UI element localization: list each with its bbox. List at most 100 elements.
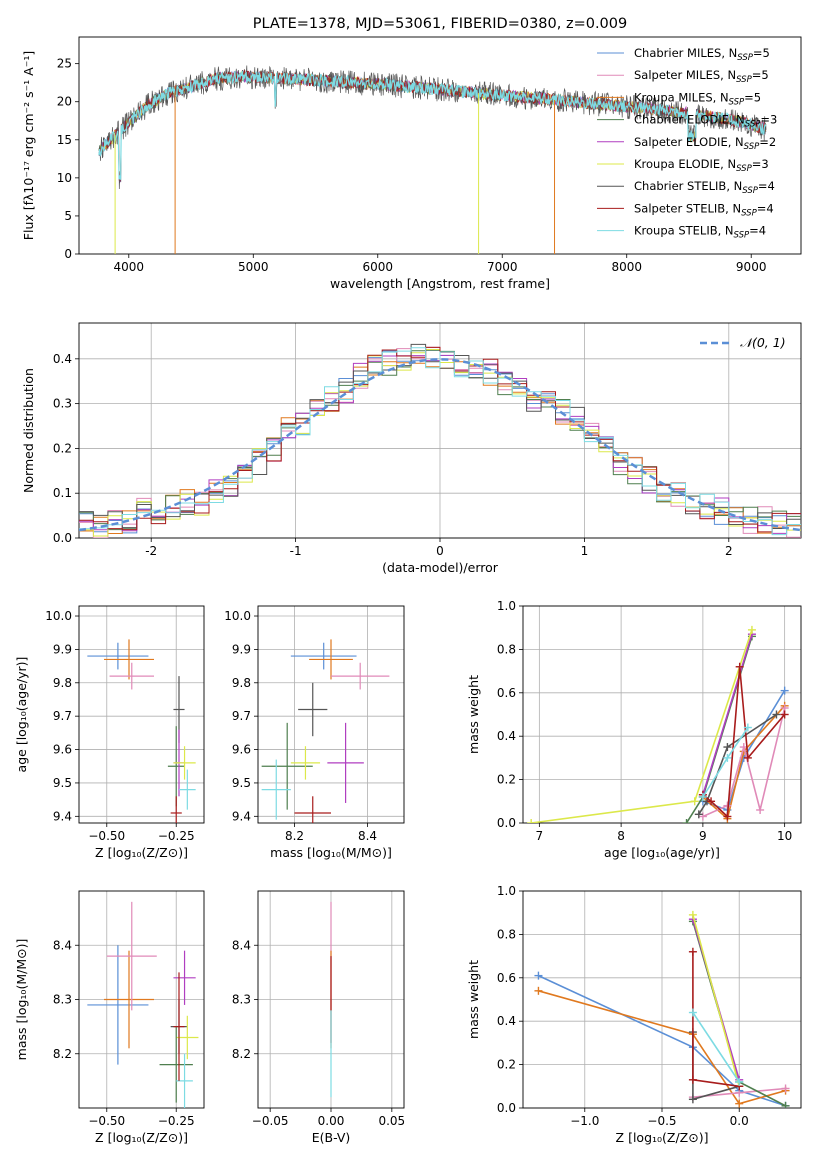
weight-marker <box>527 819 536 823</box>
x-tick-label: 7000 <box>487 260 518 274</box>
y-tick-label: 9.9 <box>232 642 251 656</box>
x-axis-label: wavelength [Angstrom, rest frame] <box>330 276 550 291</box>
x-axis-label: Z [log₁₀(Z/Z⊙)] <box>95 1130 188 1145</box>
plot-area <box>534 910 790 1108</box>
y-tick-label: 9.8 <box>232 676 251 690</box>
x-tick-label: 0 <box>436 544 444 558</box>
weight-marker <box>780 710 789 719</box>
errorbar-point <box>87 945 149 1065</box>
weight-marker <box>688 910 697 919</box>
weight-marker <box>723 743 732 752</box>
legend-label: Kroupa ELODIE, NSSP=3 <box>634 157 769 174</box>
x-axis-label: Z [log₁₀(Z/Z⊙)] <box>95 845 188 860</box>
x-tick-label: 2 <box>725 544 733 558</box>
axes-frame <box>78 890 205 1109</box>
weight-line <box>692 914 740 1087</box>
y-tick-label: 15 <box>57 133 72 147</box>
y-tick-label: 0.2 <box>497 773 516 787</box>
x-tick-label: −0.5 <box>647 1114 676 1128</box>
y-tick-label: 8.4 <box>232 938 251 952</box>
weight-marker <box>735 1099 744 1108</box>
x-tick-label: −0.25 <box>158 1114 195 1128</box>
plot-area <box>98 65 767 254</box>
y-tick-label: 0.1 <box>53 486 72 500</box>
y-tick-label: 10 <box>57 171 72 185</box>
x-tick-label: 5000 <box>238 260 269 274</box>
x-tick-label: 1 <box>581 544 589 558</box>
y-tick-label: 0.2 <box>497 1058 516 1072</box>
y-tick-label: 0.0 <box>497 816 516 830</box>
x-axis-label: age [log₁₀(age/yr)] <box>604 845 720 860</box>
x-tick-label: 9 <box>699 829 707 843</box>
y-tick-label: 1.0 <box>497 884 516 898</box>
axes-frame <box>78 36 802 255</box>
errorbar-point <box>290 642 357 670</box>
errorbar-point <box>261 722 313 810</box>
y-tick-label: 25 <box>57 57 72 71</box>
weight-marker <box>688 1008 697 1017</box>
y-tick-label: 8.4 <box>53 938 72 952</box>
errorbar-point <box>170 796 182 823</box>
histogram-step <box>79 347 801 536</box>
legend-label: Salpeter MILES, NSSP=5 <box>634 68 769 85</box>
x-tick-label: 0.0 <box>730 1114 749 1128</box>
weight-marker <box>688 1075 697 1084</box>
x-tick-label: 4000 <box>114 260 145 274</box>
legend-label: Chabrier ELODIE, NSSP=3 <box>634 113 777 130</box>
axes-frame <box>257 605 405 824</box>
weight-marker <box>707 797 716 806</box>
weight-marker <box>772 710 781 719</box>
x-tick-label: −1.0 <box>570 1114 599 1128</box>
chart-title: PLATE=1378, MJD=53061, FIBERID=0380, z=0… <box>253 16 627 32</box>
errorbar-point <box>87 642 149 670</box>
weight-marker <box>534 971 543 980</box>
weight-line <box>702 707 786 818</box>
plot-area <box>527 625 789 823</box>
weight-line <box>692 1032 740 1101</box>
errorbar-point <box>173 950 196 1005</box>
legend-label: Chabrier MILES, NSSP=5 <box>634 46 770 63</box>
x-tick-label: 8000 <box>611 260 642 274</box>
x-tick-label: -1 <box>290 544 302 558</box>
errorbar-point <box>261 759 291 820</box>
weight-line <box>702 633 753 796</box>
errorbar-point <box>176 1015 199 1060</box>
legend-label: Chabrier STELIB, NSSP=4 <box>634 179 775 196</box>
x-tick-label: 0.05 <box>378 1114 405 1128</box>
y-tick-label: 9.5 <box>53 776 72 790</box>
x-tick-label: 8.2 <box>285 829 304 843</box>
weight-line <box>692 951 740 1088</box>
weight-marker <box>743 723 752 732</box>
y-tick-label: 1.0 <box>497 599 516 613</box>
weight-marker <box>534 986 543 995</box>
x-tick-label: 8 <box>617 829 625 843</box>
weight-marker <box>723 753 732 762</box>
y-tick-label: 0.4 <box>53 352 72 366</box>
normal-curve <box>79 358 801 532</box>
axes-frame <box>78 605 205 824</box>
x-tick-label: 10 <box>777 829 792 843</box>
weight-marker <box>735 1077 744 1086</box>
y-tick-label: 9.6 <box>232 743 251 757</box>
errorbar-point <box>159 1026 193 1103</box>
y-tick-label: 0.4 <box>497 729 516 743</box>
weight-marker <box>723 812 732 821</box>
y-tick-label: 9.8 <box>53 676 72 690</box>
y-tick-label: 9.6 <box>53 743 72 757</box>
y-tick-label: 5 <box>64 209 72 223</box>
y-tick-label: 0.0 <box>53 531 72 545</box>
y-tick-label: 9.5 <box>232 776 251 790</box>
errorbar-point <box>167 726 185 807</box>
x-axis-label: mass [log₁₀(M/M⊙)] <box>270 845 392 860</box>
y-tick-label: 10.0 <box>224 609 251 623</box>
y-tick-label: 9.7 <box>53 709 72 723</box>
weight-marker <box>694 810 703 819</box>
panel-spectrum: 4000 5000 6000 7000 8000 9000 0 5 10 15 20 25 wavele… <box>21 36 802 291</box>
weight-marker <box>781 1101 790 1108</box>
y-axis-label: mass weight <box>466 675 481 754</box>
y-tick-label: 0.3 <box>53 397 72 411</box>
weight-line <box>538 990 786 1105</box>
y-axis-label: mass weight <box>466 960 481 1039</box>
y-tick-label: 0.4 <box>497 1014 516 1028</box>
panel-mass-weight-vs-age: 7 8 9 10 0.0 0.2 0.4 0.6 0.8 1.0 age [log₁₀(age/yr… <box>466 599 802 860</box>
